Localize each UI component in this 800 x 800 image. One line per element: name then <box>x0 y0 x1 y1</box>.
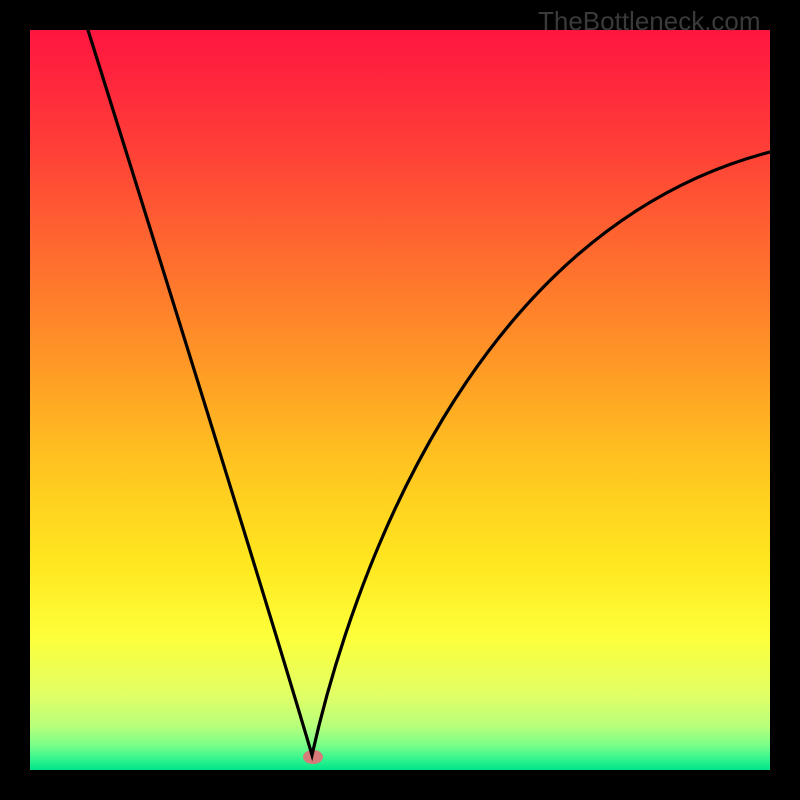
plot-area <box>30 30 770 770</box>
plot-svg <box>30 30 770 770</box>
chart-frame: TheBottleneck.com <box>0 0 800 800</box>
plot-background <box>30 30 770 770</box>
watermark-text: TheBottleneck.com <box>538 6 761 37</box>
